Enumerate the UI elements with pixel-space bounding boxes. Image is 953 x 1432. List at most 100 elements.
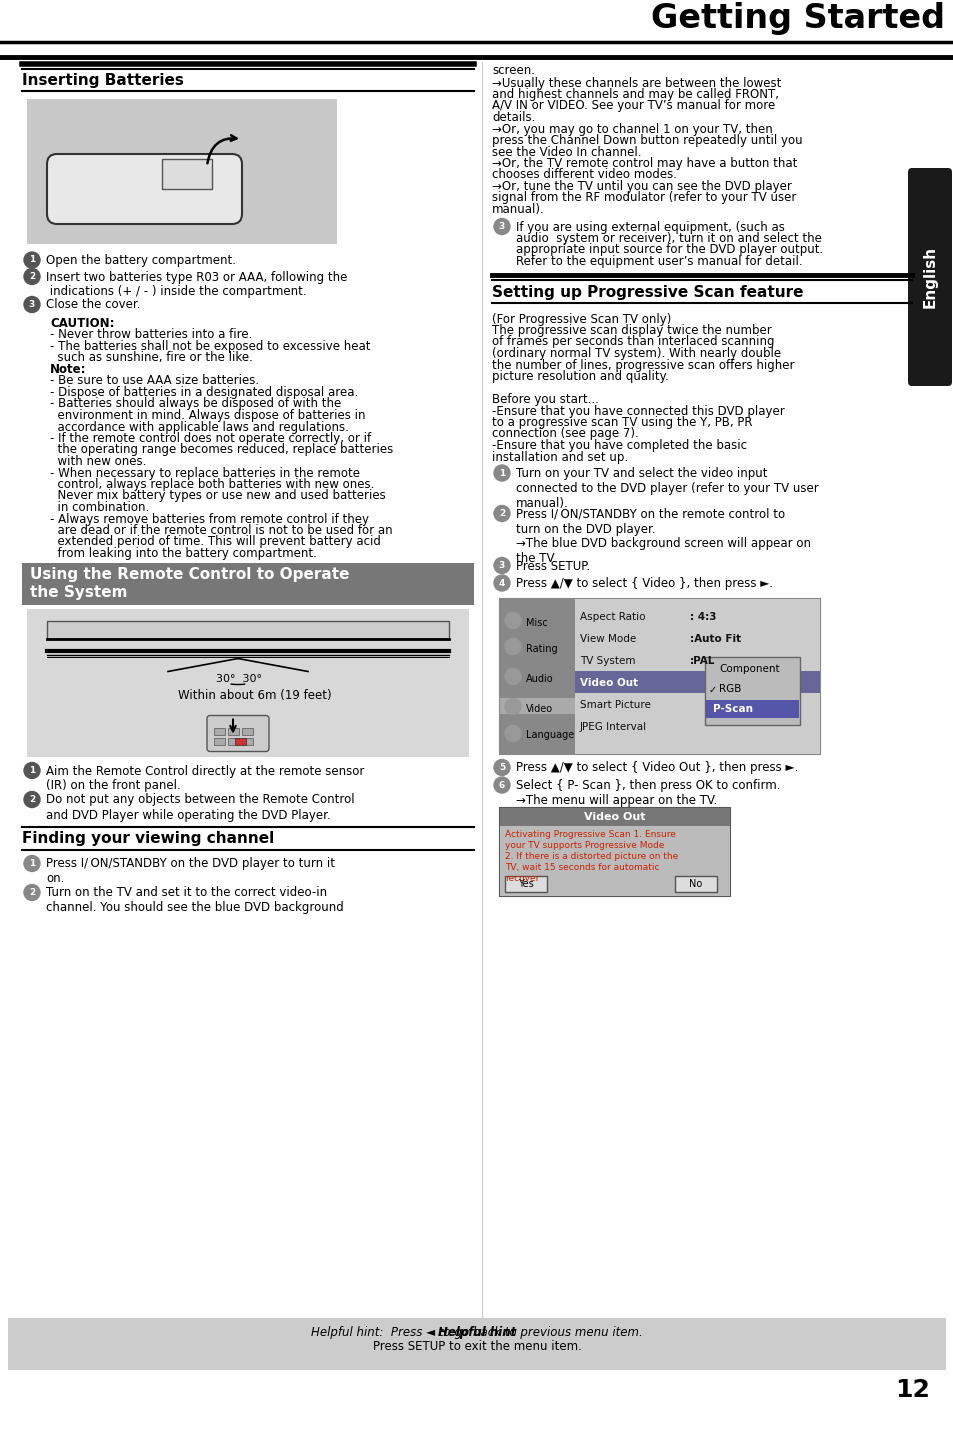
Circle shape	[24, 885, 40, 901]
FancyBboxPatch shape	[47, 155, 242, 223]
Text: →Usually these channels are between the lowest: →Usually these channels are between the …	[492, 76, 781, 89]
Text: details.: details.	[492, 112, 535, 125]
Text: connection (see page 7).: connection (see page 7).	[492, 428, 639, 441]
Text: Refer to the equipment user’s manual for detail.: Refer to the equipment user’s manual for…	[516, 255, 801, 268]
Text: Helpful hint:  Press ◄ to go back to previous menu item.: Helpful hint: Press ◄ to go back to prev…	[311, 1326, 642, 1339]
Text: Video: Video	[525, 703, 553, 713]
Text: Press ▲/▼ to select { ​Video Out​ }, then press ►.: Press ▲/▼ to select { ​Video Out​ }, the…	[516, 762, 798, 775]
Text: Before you start...: Before you start...	[492, 392, 598, 407]
Text: signal from the RF modulator (refer to your TV user: signal from the RF modulator (refer to y…	[492, 192, 796, 205]
Circle shape	[504, 613, 520, 629]
Text: P-Scan: P-Scan	[712, 705, 752, 715]
Text: 12: 12	[894, 1378, 929, 1402]
Text: Close the cover.: Close the cover.	[46, 298, 140, 312]
Text: with new ones.: with new ones.	[50, 455, 146, 468]
Bar	[242, 727, 253, 735]
Text: 1: 1	[498, 468, 504, 477]
Circle shape	[504, 669, 520, 684]
Text: press the Channel Down button repeatedly until you: press the Channel Down button repeatedly…	[492, 135, 801, 147]
Text: TV, wait 15 seconds for automatic: TV, wait 15 seconds for automatic	[504, 863, 659, 872]
Bar	[704, 656, 800, 725]
Text: English: English	[922, 246, 937, 308]
Text: The progressive scan display twice the number: The progressive scan display twice the n…	[492, 324, 771, 337]
Text: TV System: TV System	[579, 656, 635, 666]
Circle shape	[504, 699, 520, 715]
Bar	[575, 670, 820, 693]
Text: appropriate input source for the DVD player output.: appropriate input source for the DVD pla…	[516, 243, 822, 256]
Text: of frames per seconds than interlaced scanning: of frames per seconds than interlaced sc…	[492, 335, 774, 348]
Text: RGB: RGB	[719, 684, 740, 695]
Text: →Or, tune the TV until you can see the DVD player: →Or, tune the TV until you can see the D…	[492, 180, 791, 193]
Text: extended period of time. This will prevent battery acid: extended period of time. This will preve…	[50, 536, 380, 548]
Bar	[228, 727, 239, 735]
Bar	[499, 599, 820, 753]
Text: Press ▲/▼ to select { ​Video​ }, then press ►.: Press ▲/▼ to select { ​Video​ }, then pr…	[516, 577, 772, 590]
Circle shape	[24, 269, 40, 285]
Text: If you are using external equipment, (such as: If you are using external equipment, (su…	[516, 221, 784, 233]
Text: Inserting Batteries: Inserting Batteries	[22, 73, 184, 87]
Text: 2. If there is a distorted picture on the: 2. If there is a distorted picture on th…	[504, 852, 678, 861]
Text: to a progressive scan TV using the Y, PB, PR: to a progressive scan TV using the Y, PB…	[492, 417, 752, 430]
Text: 2: 2	[29, 795, 35, 803]
Circle shape	[494, 465, 510, 481]
FancyBboxPatch shape	[207, 716, 269, 752]
Text: in combination.: in combination.	[50, 501, 149, 514]
Circle shape	[494, 778, 510, 793]
Text: - Batteries should always be disposed of with the: - Batteries should always be disposed of…	[50, 398, 341, 411]
Text: screen.: screen.	[492, 64, 535, 77]
Bar	[499, 808, 729, 826]
Bar	[27, 609, 469, 756]
Circle shape	[24, 252, 40, 268]
Text: installation and set up.: installation and set up.	[492, 451, 627, 464]
Text: Turn on your TV and select the video input
connected to the DVD player (refer to: Turn on your TV and select the video inp…	[516, 467, 818, 510]
Text: - Be sure to use AAA size batteries.: - Be sure to use AAA size batteries.	[50, 375, 259, 388]
Text: 2: 2	[29, 888, 35, 896]
Text: the number of lines, progressive scan offers higher: the number of lines, progressive scan of…	[492, 358, 794, 371]
Text: Yes: Yes	[517, 879, 534, 889]
Text: Never mix battery types or use new and used batteries: Never mix battery types or use new and u…	[50, 490, 385, 503]
Bar	[504, 876, 546, 892]
Text: CAUTION:: CAUTION:	[50, 316, 114, 329]
Bar	[27, 99, 336, 243]
Text: 3: 3	[498, 222, 504, 231]
Text: picture resolution and quality.: picture resolution and quality.	[492, 369, 668, 382]
Text: Misc: Misc	[525, 617, 547, 627]
Text: Open the battery compartment.: Open the battery compartment.	[46, 253, 235, 266]
Text: - The batteries shall not be exposed to excessive heat: - The batteries shall not be exposed to …	[50, 339, 370, 354]
Text: chooses different video modes.: chooses different video modes.	[492, 169, 677, 182]
Circle shape	[24, 855, 40, 872]
Bar	[675, 876, 717, 892]
Bar	[234, 737, 246, 745]
Text: Using the Remote Control to Operate
the System: Using the Remote Control to Operate the …	[30, 567, 349, 600]
Bar	[162, 159, 212, 189]
Text: see the Video In channel.: see the Video In channel.	[492, 146, 640, 159]
Circle shape	[24, 296, 40, 312]
Text: from leaking into the battery compartment.: from leaking into the battery compartmen…	[50, 547, 316, 560]
Text: such as sunshine, fire or the like.: such as sunshine, fire or the like.	[50, 351, 253, 365]
Circle shape	[494, 219, 510, 235]
Bar	[499, 697, 575, 713]
Bar	[47, 620, 449, 639]
Text: →Or, the TV remote control may have a button that: →Or, the TV remote control may have a bu…	[492, 158, 797, 170]
Text: and highest channels and may be called FRONT,: and highest channels and may be called F…	[492, 87, 779, 102]
Text: Select { ​P- Scan​ }, then press OK to confirm.
→The menu will appear on the TV.: Select { ​P- Scan​ }, then press OK to c…	[516, 779, 780, 808]
Circle shape	[494, 505, 510, 521]
Circle shape	[504, 639, 520, 654]
Circle shape	[504, 726, 520, 742]
Text: :PAL: :PAL	[689, 656, 715, 666]
Text: A/V IN or VIDEO. See your TV’s manual for more: A/V IN or VIDEO. See your TV’s manual fo…	[492, 99, 775, 113]
Text: 1: 1	[29, 766, 35, 775]
Bar	[575, 599, 820, 753]
Text: : 4:3: : 4:3	[689, 613, 716, 623]
Text: your TV supports Progressive Mode: your TV supports Progressive Mode	[504, 841, 663, 851]
Text: recover: recover	[504, 874, 538, 884]
Text: Setting up Progressive Scan feature: Setting up Progressive Scan feature	[492, 285, 802, 299]
Text: Component: Component	[719, 664, 779, 674]
Text: Rating: Rating	[525, 643, 558, 653]
Circle shape	[24, 792, 40, 808]
Text: No: No	[689, 879, 702, 889]
Text: 3: 3	[498, 561, 504, 570]
Text: -Ensure that you have connected this DVD player: -Ensure that you have connected this DVD…	[492, 404, 784, 418]
Bar	[499, 599, 575, 753]
Text: Press I/ ON/STANDBY on the DVD player to turn it
on.: Press I/ ON/STANDBY on the DVD player to…	[46, 858, 335, 885]
